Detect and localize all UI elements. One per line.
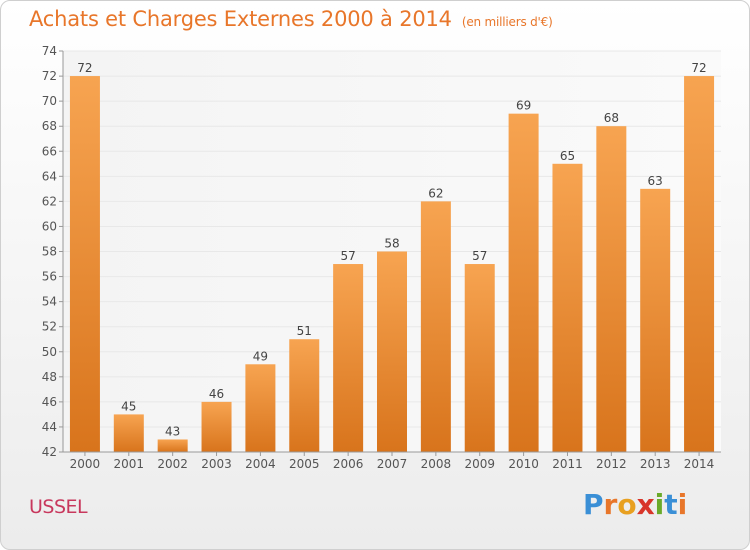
bar-2013 — [640, 188, 671, 452]
commune-name: USSEL — [29, 496, 88, 518]
logo-letter: o — [617, 488, 637, 521]
bar-2005 — [289, 339, 320, 452]
logo-letter: x — [636, 488, 655, 521]
bar-2010 — [508, 113, 539, 452]
y-tick-label: 44 — [42, 420, 57, 434]
data-labels: 72 45 43 46 49 51 57 58 62 57 69 65 68 63 72 — [77, 61, 706, 438]
chart-unit: (en milliers d'€) — [461, 15, 553, 29]
y-tick-label: 68 — [42, 119, 57, 133]
bar-2003 — [201, 401, 232, 452]
x-tick-label: 2004 — [245, 457, 276, 471]
y-tick-label: 74 — [42, 44, 57, 58]
bar-2006 — [333, 264, 364, 452]
y-tick-label: 66 — [42, 144, 57, 158]
data-label-2001: 45 — [121, 399, 136, 413]
y-tick-label: 54 — [42, 295, 57, 309]
data-label-2000: 72 — [77, 61, 92, 75]
x-tick-label: 2001 — [114, 457, 145, 471]
bar-2009 — [464, 264, 495, 452]
y-tick-label: 58 — [42, 245, 57, 259]
bar-2012 — [596, 126, 627, 452]
axes: 42 44 46 48 50 52 54 56 58 60 62 64 66 68 70 72 74 2000 20… — [42, 44, 721, 471]
y-tick-label: 70 — [42, 94, 57, 108]
data-label-2013: 63 — [648, 174, 663, 188]
data-label-2009: 57 — [472, 249, 487, 263]
data-label-2002: 43 — [165, 424, 180, 438]
chart-title: Achats et Charges Externes 2000 à 2014 (e… — [29, 7, 553, 31]
x-tick-label: 2000 — [70, 457, 101, 471]
x-tick-label: 2008 — [421, 457, 452, 471]
logo-letter: r — [603, 488, 618, 521]
y-tick-label: 50 — [42, 345, 57, 359]
data-label-2014: 72 — [691, 61, 706, 75]
x-tick-label: 2007 — [377, 457, 408, 471]
proxiti-logo: Proxiti — [583, 488, 687, 521]
logo-letter: P — [583, 488, 604, 521]
logo-letter: i — [654, 488, 665, 521]
bar-2008 — [420, 201, 451, 452]
x-tick-label: 2013 — [640, 457, 671, 471]
data-label-2012: 68 — [604, 111, 619, 125]
data-label-2011: 65 — [560, 149, 575, 163]
y-tick-label: 42 — [42, 445, 57, 459]
bar-2001 — [113, 414, 144, 452]
logo-letter: i — [677, 488, 688, 521]
bar-2011 — [552, 163, 583, 452]
y-tick-label: 60 — [42, 219, 57, 233]
x-tick-label: 2010 — [508, 457, 539, 471]
y-tick-label: 46 — [42, 395, 57, 409]
y-tick-label: 62 — [42, 194, 57, 208]
bar-2007 — [377, 251, 407, 452]
x-tick-label: 2009 — [464, 457, 495, 471]
bar-2014 — [684, 76, 715, 452]
x-tick-label: 2003 — [201, 457, 232, 471]
bar-2004 — [245, 364, 276, 452]
y-tick-label: 52 — [42, 320, 57, 334]
x-tick-label: 2011 — [552, 457, 583, 471]
x-tick-label: 2006 — [333, 457, 364, 471]
logo-letter: t — [664, 488, 678, 521]
data-label-2004: 49 — [253, 349, 268, 363]
y-tick-label: 64 — [42, 169, 57, 183]
bar-2000 — [69, 76, 100, 452]
data-label-2007: 58 — [384, 237, 399, 251]
data-label-2005: 51 — [297, 324, 312, 338]
data-label-2003: 46 — [209, 387, 224, 401]
data-label-2006: 57 — [340, 249, 355, 263]
bar-2002 — [157, 439, 188, 452]
data-label-2008: 62 — [428, 186, 443, 200]
x-tick-label: 2002 — [157, 457, 188, 471]
y-tick-label: 72 — [42, 69, 57, 83]
data-label-2010: 69 — [516, 99, 531, 113]
y-tick-label: 48 — [42, 370, 57, 384]
x-tick-label: 2005 — [289, 457, 320, 471]
bars — [69, 76, 715, 452]
x-tick-label: 2014 — [684, 457, 715, 471]
x-tick-label: 2012 — [596, 457, 627, 471]
y-tick-label: 56 — [42, 270, 57, 284]
